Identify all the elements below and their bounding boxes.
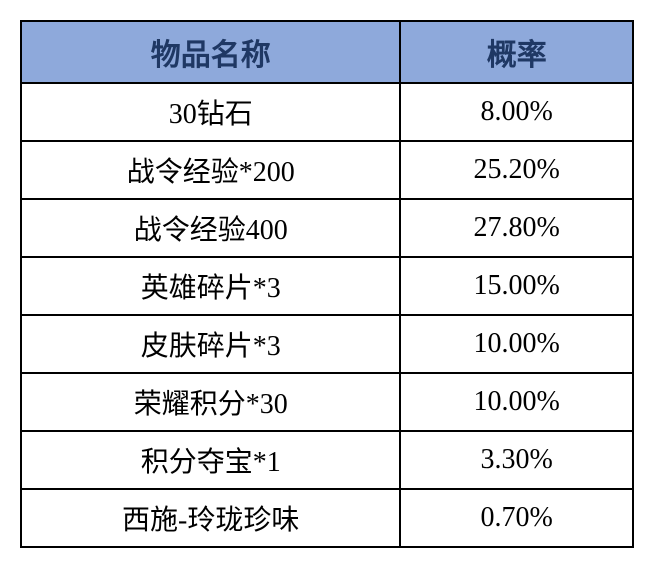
table-row: 荣耀积分*30 10.00% — [21, 373, 633, 431]
table-row: 战令经验400 27.80% — [21, 199, 633, 257]
cell-prob: 25.20% — [400, 141, 633, 199]
table-row: 皮肤碎片*3 10.00% — [21, 315, 633, 373]
probability-table-container: 物品名称 概率 30钻石 8.00% 战令经验*200 25.20% 战令经验4… — [20, 20, 634, 548]
col-header-prob: 概率 — [400, 21, 633, 83]
cell-name: 战令经验*200 — [21, 141, 400, 199]
cell-name: 战令经验400 — [21, 199, 400, 257]
cell-prob: 3.30% — [400, 431, 633, 489]
cell-name: 皮肤碎片*3 — [21, 315, 400, 373]
cell-prob: 10.00% — [400, 373, 633, 431]
cell-name: 积分夺宝*1 — [21, 431, 400, 489]
cell-prob: 10.00% — [400, 315, 633, 373]
probability-table: 物品名称 概率 30钻石 8.00% 战令经验*200 25.20% 战令经验4… — [20, 20, 634, 548]
cell-prob: 27.80% — [400, 199, 633, 257]
table-row: 战令经验*200 25.20% — [21, 141, 633, 199]
col-header-name: 物品名称 — [21, 21, 400, 83]
cell-prob: 15.00% — [400, 257, 633, 315]
table-row: 积分夺宝*1 3.30% — [21, 431, 633, 489]
cell-prob: 8.00% — [400, 83, 633, 141]
cell-name: 荣耀积分*30 — [21, 373, 400, 431]
table-row: 英雄碎片*3 15.00% — [21, 257, 633, 315]
cell-name: 英雄碎片*3 — [21, 257, 400, 315]
table-row: 西施-玲珑珍味 0.70% — [21, 489, 633, 547]
table-header-row: 物品名称 概率 — [21, 21, 633, 83]
cell-name: 30钻石 — [21, 83, 400, 141]
cell-prob: 0.70% — [400, 489, 633, 547]
table-row: 30钻石 8.00% — [21, 83, 633, 141]
cell-name: 西施-玲珑珍味 — [21, 489, 400, 547]
